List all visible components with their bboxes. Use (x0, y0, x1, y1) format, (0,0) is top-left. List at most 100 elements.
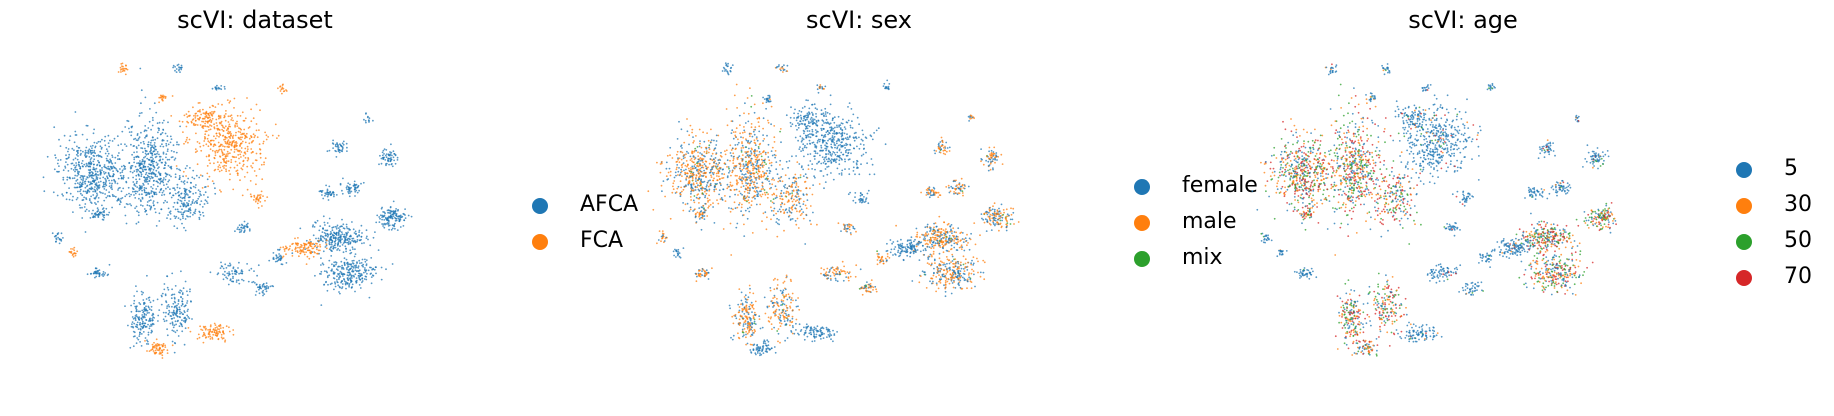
cell-point (339, 225, 341, 228)
cell-point (250, 267, 253, 270)
cell-point (738, 202, 741, 204)
cell-point (335, 227, 338, 230)
cell-point (795, 189, 798, 192)
cell-point (239, 127, 242, 130)
cell-point (70, 248, 72, 250)
cell-point (69, 177, 71, 180)
cell-point (260, 190, 263, 193)
cell-point (90, 174, 93, 176)
cell-point (760, 163, 763, 165)
cell-point (76, 145, 78, 148)
cell-point (149, 144, 152, 146)
cell-point (372, 267, 374, 270)
cell-point (132, 317, 135, 320)
cell-point (142, 182, 144, 185)
cell-point (114, 162, 117, 164)
cell-point (171, 344, 174, 347)
cell-point (699, 140, 701, 142)
cell-point (767, 156, 770, 158)
cell-point (715, 162, 718, 165)
cell-point (153, 191, 156, 194)
cell-point (212, 112, 215, 115)
cell-point (796, 217, 799, 220)
cell-point (171, 324, 174, 326)
cell-point (355, 281, 358, 283)
cell-point (215, 149, 218, 152)
cell-point (230, 159, 233, 161)
cell-point (83, 196, 85, 199)
cell-point (280, 255, 283, 258)
cell-point (802, 203, 805, 206)
cell-point (717, 134, 720, 137)
cell-point (169, 188, 171, 191)
cell-point (155, 193, 158, 196)
cell-point (338, 151, 341, 154)
cell-point (763, 138, 766, 140)
cell-point (217, 272, 220, 275)
cell-point (739, 167, 741, 170)
cell-point (152, 163, 154, 165)
cell-point (102, 171, 105, 173)
cell-point (681, 190, 683, 193)
cell-point (121, 171, 124, 173)
cell-point (102, 275, 105, 277)
cell-point (110, 186, 112, 189)
cell-point (108, 191, 110, 194)
cell-point (322, 227, 324, 230)
cell-point (757, 195, 759, 198)
cell-point (76, 197, 79, 199)
cell-point (394, 153, 397, 156)
cell-point (214, 327, 217, 329)
cell-point (107, 214, 110, 216)
cell-point (691, 189, 694, 192)
cell-point (236, 228, 239, 231)
cell-point (174, 208, 177, 211)
cell-point (746, 189, 749, 192)
cell-point (697, 170, 699, 173)
cell-point (140, 141, 142, 144)
cell-point (300, 243, 302, 246)
cell-point (353, 240, 355, 243)
cell-point (705, 167, 708, 170)
cell-point (272, 258, 275, 260)
cell-point (698, 189, 701, 192)
cell-point (718, 178, 721, 181)
cell-point (361, 281, 363, 284)
cell-point (305, 239, 308, 242)
cell-point (359, 272, 361, 275)
cell-point (161, 122, 164, 124)
cell-point (317, 249, 320, 252)
cell-point (221, 128, 224, 131)
cell-point (99, 140, 102, 143)
cell-point (153, 172, 155, 175)
cell-point (776, 222, 779, 225)
cell-point (168, 158, 171, 161)
cell-point (765, 228, 768, 231)
cell-point (206, 165, 209, 167)
cell-point (101, 167, 103, 169)
cell-point (155, 351, 157, 354)
cell-point (774, 185, 777, 188)
cell-point (163, 193, 166, 196)
cell-point (696, 169, 698, 172)
cell-point (79, 149, 82, 152)
cell-point (115, 169, 118, 171)
cell-point (187, 327, 190, 329)
cell-point (95, 267, 98, 270)
cell-point (746, 200, 748, 203)
cell-point (262, 292, 264, 294)
cell-point (43, 190, 46, 193)
cell-point (758, 125, 761, 128)
cell-point (207, 329, 210, 331)
cell-point (230, 161, 233, 164)
cell-point (189, 167, 191, 169)
cell-point (202, 211, 204, 214)
cell-point (808, 130, 811, 132)
cell-point (680, 168, 682, 171)
cell-point (325, 234, 327, 237)
cell-point (682, 202, 684, 204)
cell-point (150, 329, 153, 332)
cell-point (80, 178, 83, 181)
cell-point (177, 217, 180, 220)
cell-point (742, 163, 745, 166)
